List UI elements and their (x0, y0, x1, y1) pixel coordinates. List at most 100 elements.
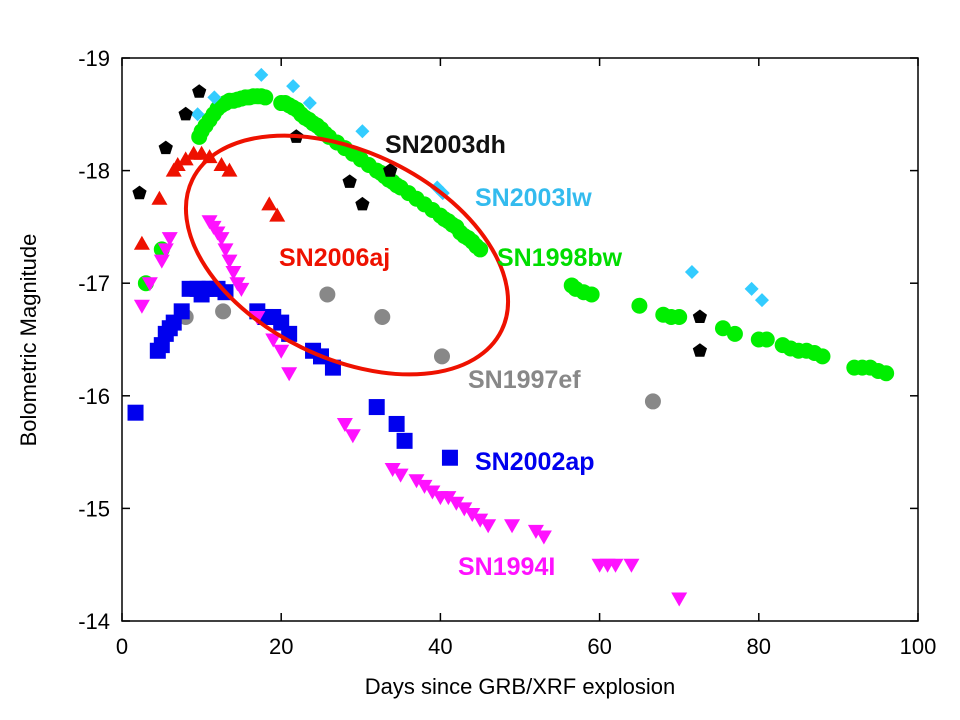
data-point (169, 156, 186, 171)
data-point (368, 399, 385, 416)
series-sn2002ap (127, 280, 458, 466)
data-point (265, 333, 282, 348)
data-point (221, 254, 238, 269)
x-tick-label: 40 (428, 634, 452, 659)
data-point (684, 264, 699, 279)
data-point (714, 320, 731, 337)
x-tick-label: 20 (269, 634, 293, 659)
data-point (424, 485, 441, 500)
data-point (433, 348, 450, 365)
y-tick-label: -19 (78, 46, 110, 71)
x-ticks: 0 20 40 60 80 100 (116, 58, 936, 659)
data-point (178, 106, 193, 121)
series-sn1994i (133, 215, 688, 607)
series-sn2006aj (133, 145, 286, 250)
data-point (302, 96, 317, 111)
data-point (671, 308, 688, 325)
data-point (215, 303, 232, 320)
data-point (261, 196, 278, 211)
y-tick-label: -17 (78, 271, 110, 296)
data-point (157, 243, 174, 258)
data-point (392, 468, 409, 483)
data-point (388, 415, 405, 432)
data-point (374, 308, 391, 325)
y-axis-title: Bolometric Magnitude (16, 234, 41, 447)
data-point (190, 107, 205, 122)
data-point (583, 286, 600, 303)
data-point (213, 232, 230, 247)
data-point (464, 508, 481, 523)
data-point (726, 325, 743, 342)
data-point (286, 79, 301, 94)
data-point (623, 558, 640, 573)
data-point (814, 348, 831, 365)
data-point (692, 309, 707, 323)
data-point (472, 513, 489, 528)
data-point (319, 286, 336, 303)
y-tick-label: -18 (78, 159, 110, 184)
x-tick-label: 0 (116, 634, 128, 659)
data-point (153, 254, 170, 269)
data-point (225, 265, 242, 280)
y-tick-label: -16 (78, 384, 110, 409)
data-point (744, 281, 759, 296)
data-point (161, 232, 178, 247)
data-point (383, 163, 398, 177)
data-point (207, 90, 222, 105)
y-tick-label: -14 (78, 609, 110, 634)
data-point (217, 243, 234, 258)
data-point (177, 151, 194, 166)
data-point (269, 207, 286, 222)
data-point (480, 519, 497, 534)
data-point (504, 519, 521, 534)
x-tick-label: 100 (900, 634, 937, 659)
data-point (254, 67, 269, 82)
plot-frame (121, 57, 919, 622)
series-label-sn2003dh: SN2003dh (385, 131, 506, 159)
series-label-sn2006aj: SN2006aj (279, 244, 390, 272)
series-labels: SN2003dh SN2003lw SN2006aj SN1998bw SN1997ef… (279, 131, 623, 581)
series-sn2003dh (132, 84, 707, 357)
highlight-ellipse (183, 133, 511, 377)
y-ticks: -19 -18 -17 -16 -15 -14 (78, 46, 918, 634)
data-point (151, 190, 168, 205)
data-point (644, 393, 661, 410)
y-tick-label: -15 (78, 496, 110, 521)
data-point (754, 293, 769, 308)
data-point (257, 89, 274, 106)
data-point (416, 479, 433, 494)
data-point (527, 524, 544, 539)
series-label-sn1997ef: SN1997ef (468, 366, 581, 394)
data-point (173, 303, 190, 320)
x-axis-title: Days since GRB/XRF explosion (365, 674, 676, 699)
data-point (336, 417, 353, 432)
data-point (249, 310, 266, 325)
data-point (132, 185, 147, 200)
x-tick-label: 80 (747, 634, 771, 659)
data-point (671, 592, 688, 607)
data-point (440, 491, 457, 506)
data-point (878, 365, 895, 382)
data-point (355, 124, 370, 139)
series-label-sn1998bw: SN1998bw (497, 244, 623, 272)
data-point (384, 462, 401, 477)
data-point (631, 297, 648, 314)
data-point (133, 299, 150, 314)
data-point (448, 496, 465, 511)
data-point (692, 343, 707, 357)
data-point (342, 174, 357, 188)
data-point (396, 432, 413, 449)
data-point (141, 277, 158, 292)
data-point (408, 474, 425, 489)
data-point (535, 530, 552, 545)
data-point (133, 235, 150, 250)
data-point (158, 140, 173, 155)
data-markers (127, 67, 895, 607)
data-point (281, 367, 298, 382)
series-label-sn2002ap: SN2002ap (475, 448, 595, 476)
data-point (758, 331, 775, 348)
data-point (456, 502, 473, 517)
data-point (127, 404, 144, 421)
data-point (472, 241, 489, 258)
series-label-sn1994i: SN1994I (458, 553, 555, 581)
